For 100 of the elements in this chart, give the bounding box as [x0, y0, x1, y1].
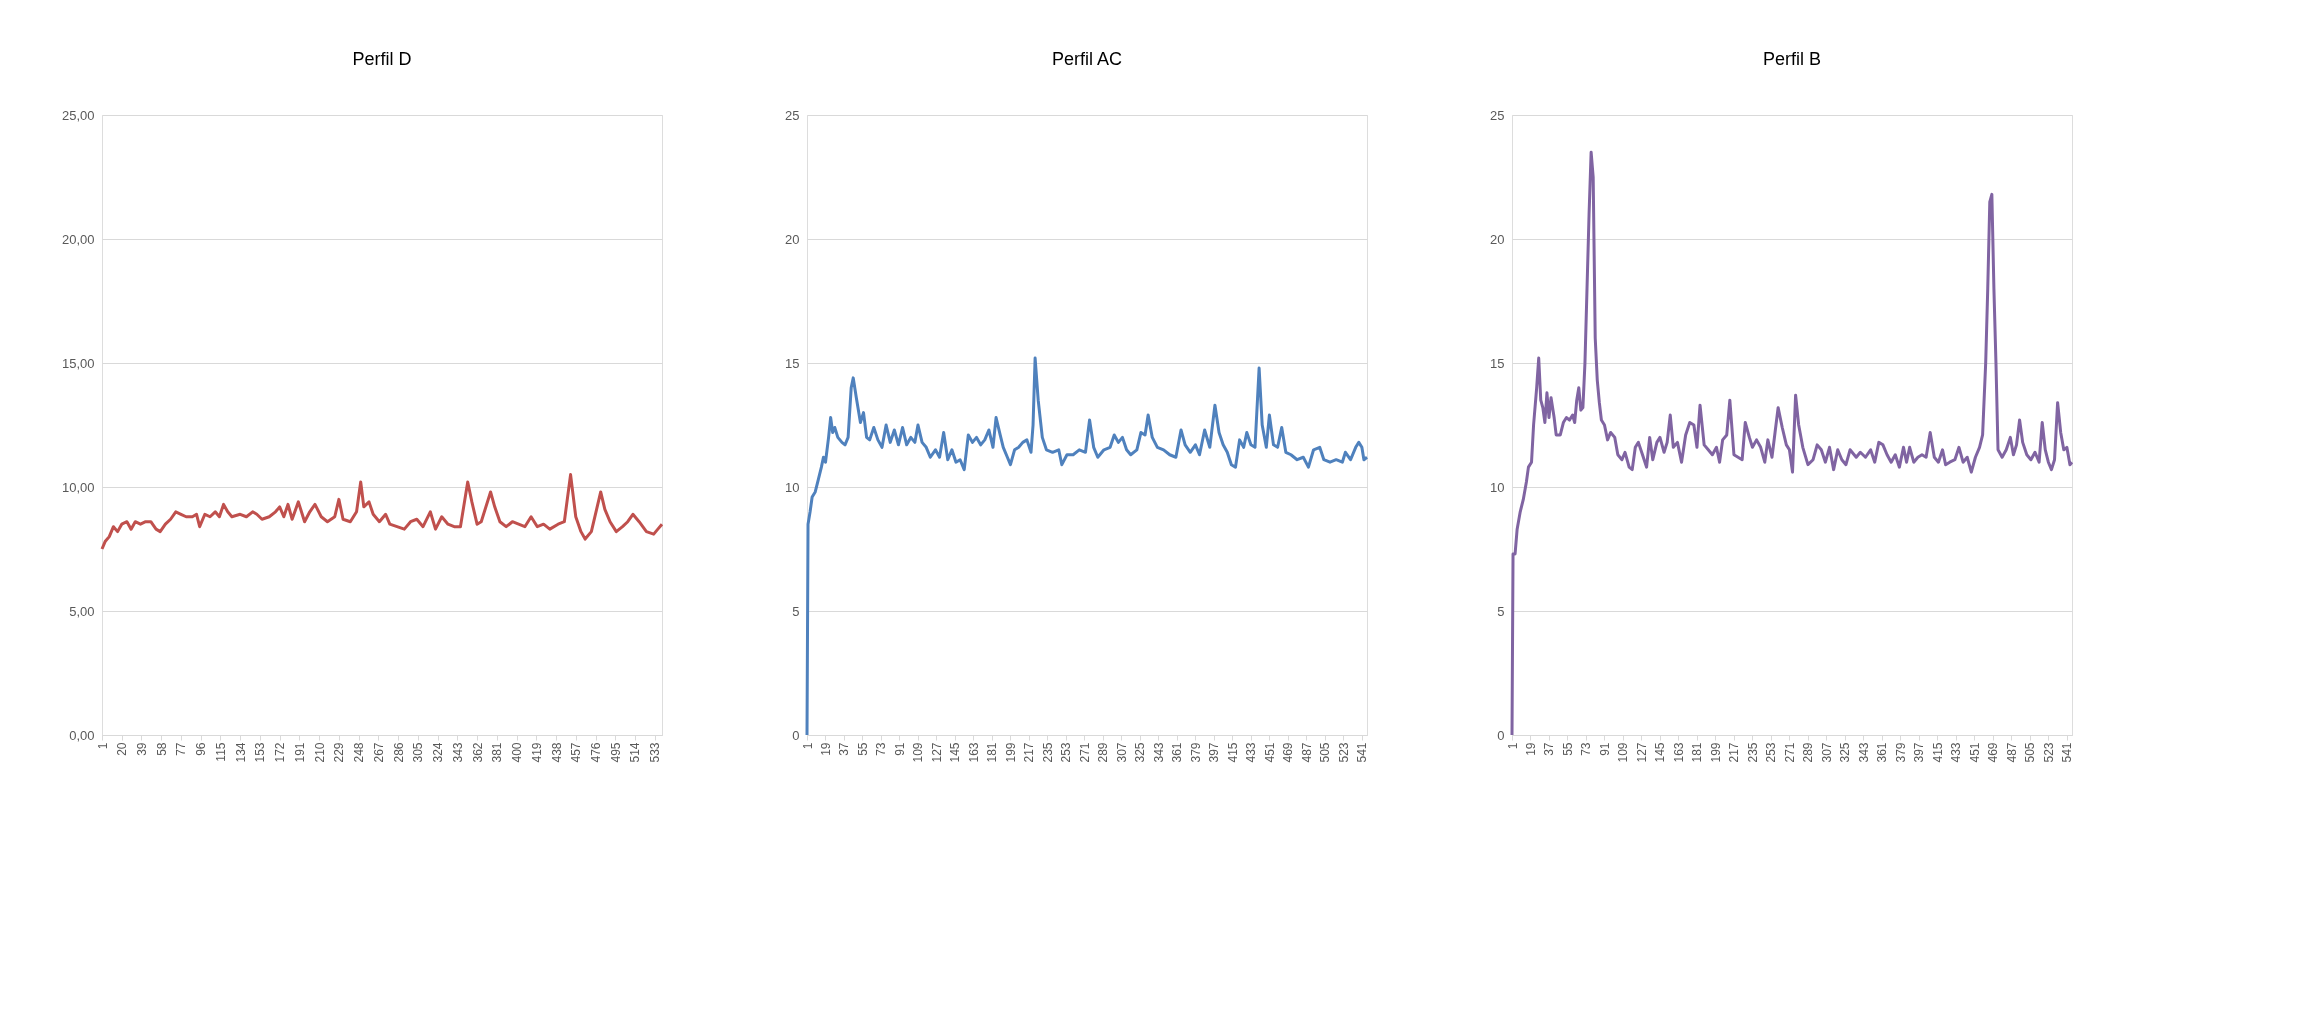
x-tick-label: 109	[1616, 742, 1631, 763]
x-tick-label: 181	[985, 742, 1000, 763]
x-tick-label: 343	[1856, 742, 1871, 763]
x-tick-label: 381	[490, 742, 505, 763]
x-tick-label: 433	[1949, 742, 1964, 763]
x-tick-label: 476	[589, 742, 604, 763]
x-tick-label: 438	[549, 742, 564, 763]
x-tick-label: 37	[1542, 742, 1557, 756]
x-tick-label: 199	[1708, 742, 1723, 763]
line-series	[100, 473, 664, 551]
x-tick-label: 248	[352, 742, 367, 763]
y-tick-label: 15	[1490, 355, 1505, 371]
x-tick-label: 253	[1764, 742, 1779, 763]
x-tick-label: 181	[1690, 742, 1705, 763]
x-tick-label: 533	[648, 742, 663, 763]
x-tick-label: 487	[1299, 742, 1314, 763]
x-tick-label: 235	[1040, 742, 1055, 763]
chart-title: Perfil B	[1762, 49, 1822, 69]
x-tick-label: 210	[312, 742, 327, 763]
chart-title: Perfil D	[352, 49, 412, 69]
x-tick-label: 307	[1819, 742, 1834, 763]
x-tick-label: 91	[892, 742, 907, 756]
x-tick-label: 487	[2004, 742, 2019, 763]
x-tick-label: 253	[1059, 742, 1074, 763]
x-tick-label: 73	[874, 742, 889, 756]
x-tick-label: 163	[966, 742, 981, 763]
x-tick-label: 307	[1114, 742, 1129, 763]
x-tick-label: 541	[1355, 742, 1370, 763]
y-tick-label: 0,00	[69, 727, 95, 743]
x-tick-label: 145	[948, 742, 963, 763]
x-tick-label: 20	[115, 742, 130, 756]
x-tick-label: 39	[134, 742, 149, 756]
x-tick-label: 199	[1003, 742, 1018, 763]
x-tick-label: 37	[837, 742, 852, 756]
y-tick-label: 25	[1490, 107, 1505, 123]
x-tick-label: 305	[411, 742, 426, 763]
x-tick-label: 541	[2060, 742, 2075, 763]
y-tick-label: 0	[792, 727, 800, 743]
x-tick-label: 495	[608, 742, 623, 763]
x-tick-label: 73	[1579, 742, 1594, 756]
x-tick-label: 271	[1077, 742, 1092, 763]
x-tick-label: 505	[2023, 742, 2038, 763]
x-tick-label: 172	[273, 742, 288, 763]
x-tick-label: 451	[1262, 742, 1277, 763]
x-tick-label: 400	[510, 742, 525, 763]
x-tick-label: 153	[253, 742, 268, 763]
x-tick-label: 457	[569, 742, 584, 763]
x-tick-label: 451	[1967, 742, 1982, 763]
x-tick-label: 127	[929, 742, 944, 763]
y-tick-label: 5	[792, 603, 800, 619]
x-tick-label: 271	[1782, 742, 1797, 763]
x-tick-label: 324	[431, 742, 446, 763]
x-tick-label: 289	[1801, 742, 1816, 763]
x-tick-label: 361	[1170, 742, 1185, 763]
x-tick-label: 362	[470, 742, 485, 763]
x-tick-label: 191	[292, 742, 307, 763]
x-tick-label: 1	[95, 742, 110, 750]
x-tick-label: 217	[1022, 742, 1037, 763]
x-tick-label: 325	[1838, 742, 1853, 763]
x-tick-label: 469	[1986, 742, 2001, 763]
y-tick-label: 0	[1497, 727, 1505, 743]
y-tick-label: 15	[785, 355, 800, 371]
x-tick-label: 397	[1207, 742, 1222, 763]
y-tick-label: 20,00	[61, 231, 95, 247]
x-tick-label: 96	[194, 742, 209, 756]
x-tick-label: 379	[1893, 742, 1908, 763]
x-tick-label: 19	[819, 742, 833, 756]
y-tick-label: 20	[1490, 231, 1505, 247]
x-tick-label: 127	[1634, 742, 1649, 763]
x-tick-label: 229	[332, 742, 347, 763]
x-tick-label: 19	[1524, 742, 1538, 756]
x-tick-label: 267	[371, 742, 386, 763]
x-tick-label: 469	[1281, 742, 1296, 763]
x-tick-label: 134	[233, 742, 248, 763]
x-tick-label: 145	[1653, 742, 1668, 763]
x-tick-label: 55	[855, 742, 870, 756]
y-tick-label: 25	[785, 107, 800, 123]
x-tick-label: 523	[1336, 742, 1351, 763]
x-tick-label: 109	[911, 742, 926, 763]
y-tick-label: 10	[785, 479, 800, 495]
x-tick-label: 91	[1597, 742, 1612, 756]
y-tick-label: 5	[1497, 603, 1505, 619]
y-tick-label: 15,00	[61, 355, 95, 371]
x-tick-label: 289	[1096, 742, 1111, 763]
line-series	[805, 356, 1369, 737]
x-tick-label: 325	[1133, 742, 1148, 763]
y-tick-label: 10	[1490, 479, 1505, 495]
x-tick-label: 514	[628, 742, 643, 763]
x-tick-label: 415	[1930, 742, 1945, 763]
x-tick-label: 397	[1912, 742, 1927, 763]
x-tick-label: 379	[1188, 742, 1203, 763]
x-tick-label: 163	[1671, 742, 1686, 763]
x-tick-label: 77	[174, 742, 189, 756]
x-tick-label: 1	[800, 742, 815, 750]
x-tick-label: 419	[529, 742, 544, 763]
x-tick-label: 115	[213, 742, 228, 762]
x-tick-label: 235	[1745, 742, 1760, 763]
y-tick-label: 10,00	[61, 479, 95, 495]
x-tick-label: 523	[2041, 742, 2056, 763]
x-tick-label: 55	[1560, 742, 1575, 756]
